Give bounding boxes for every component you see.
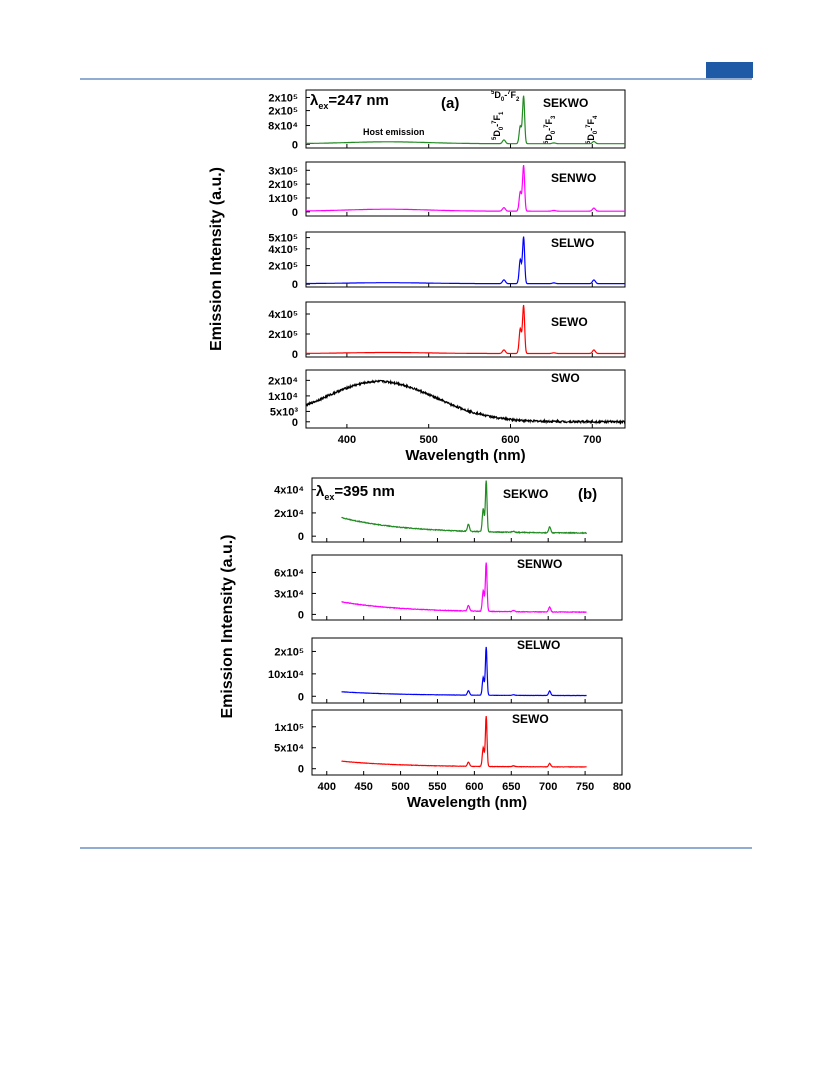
plot-frame <box>311 637 623 704</box>
panel-1-subplot-sekwo: 4x10⁴ 2x10⁴ 0 SEKWO <box>274 477 623 543</box>
x-tick-label: 750 <box>576 781 594 793</box>
series-label-sewo: SEWO <box>551 315 588 329</box>
y-tick-label: 5x10⁵ <box>268 233 298 245</box>
panel-a-transition-f3: 5D0-7F3 <box>544 115 557 144</box>
panel-a-transition-f4: 5D0-7F4 <box>586 115 599 144</box>
x-tick-label: 500 <box>420 434 438 446</box>
panel-b: (b) λex=395 nm <box>316 483 597 503</box>
y-tick-label: 4x10⁵ <box>268 244 298 256</box>
y-tick-label: 1x10⁵ <box>268 193 298 205</box>
y-tick-label: 5x10³ <box>270 406 298 418</box>
plot-frame <box>305 301 626 358</box>
x-tick-label: 600 <box>465 781 483 793</box>
y-tick-label: 0 <box>292 417 298 429</box>
y-tick-label: 0 <box>298 764 304 776</box>
y-tick-label: 2x10⁵ <box>268 92 298 104</box>
y-tick-label: 2x10⁵ <box>268 261 298 273</box>
x-tick-label: 500 <box>391 781 409 793</box>
x-tick-label: 700 <box>583 434 601 446</box>
series-line-swo <box>305 379 626 425</box>
y-tick-label: 1x10⁴ <box>268 391 298 403</box>
x-tick-label: 650 <box>502 781 520 793</box>
panel-a-excitation: λex=247 nm <box>310 92 389 111</box>
panel-a-host-emission: Host emission <box>363 127 425 137</box>
y-tick-label: 0 <box>292 279 298 291</box>
y-tick-label: 10x10⁴ <box>268 669 304 681</box>
plot-frame <box>305 161 626 217</box>
series-line-sewo <box>306 304 625 355</box>
series-label-sewo: SEWO <box>512 712 549 726</box>
series-line-sekwo <box>341 480 588 535</box>
x-tick-label: 550 <box>428 781 446 793</box>
x-tick-label: 600 <box>501 434 519 446</box>
panel-1-subplot-selwo: 2x10⁵ 10x10⁴ 0 SELWO <box>268 637 623 704</box>
y-tick-label: 0 <box>298 691 304 703</box>
x-tick-label: 400 <box>338 434 356 446</box>
header-tab <box>706 62 753 78</box>
panel-0-subplot-sekwo: 2x10⁵ 2x10⁵ 8x10⁴ 0 SEKWO <box>268 89 626 151</box>
series-line-selwo <box>306 236 625 285</box>
series-line-sekwo <box>305 95 625 145</box>
x-tick-label: 450 <box>354 781 372 793</box>
y-tick-label: 3x10⁴ <box>274 588 304 600</box>
x-tick-label: 800 <box>613 781 631 793</box>
panel-b-excitation: λex=395 nm <box>316 483 395 502</box>
y-axis-label: Emission Intensity (a.u.) <box>208 167 225 351</box>
panel-a-transition-f2: 5D0-7F2 <box>491 90 520 103</box>
y-tick-label: 1x10⁵ <box>274 722 304 734</box>
series-line-senwo <box>306 165 625 212</box>
y-tick-label: 6x10⁴ <box>274 567 304 579</box>
series-line-senwo <box>341 562 587 614</box>
panel-1-subplot-sewo: 1x10⁵ 5x10⁴ 0 SEWO <box>274 709 623 776</box>
series-label-selwo: SELWO <box>517 638 560 652</box>
y-tick-label: 4x10⁴ <box>274 485 304 497</box>
y-tick-label: 0 <box>292 349 298 361</box>
x-tick-label: 700 <box>539 781 557 793</box>
y-tick-label: 3x10⁵ <box>268 165 298 177</box>
y-tick-label: 0 <box>298 609 304 621</box>
panel-a: (a) λex=247 nm Host emission 5D0-7F2 5D0… <box>310 90 599 144</box>
y-tick-label: 0 <box>292 139 298 151</box>
series-label-senwo: SENWO <box>517 557 562 571</box>
series-line-selwo <box>341 646 587 697</box>
series-label-sekwo: SEKWO <box>543 96 588 110</box>
plot-frame <box>305 89 626 149</box>
panel-b-label: (b) <box>578 486 597 503</box>
panel-0-subplot-senwo: 3x10⁵ 2x10⁵ 1x10⁵ 0 SENWO <box>268 161 626 219</box>
y-tick-label: 2x10⁵ <box>268 329 298 341</box>
y-tick-label: 2x10⁴ <box>274 508 304 520</box>
x-axis-label: Wavelength (nm) <box>405 447 525 464</box>
series-label-sekwo: SEKWO <box>503 487 548 501</box>
plot-frame <box>311 554 623 621</box>
plot-frame <box>305 231 626 288</box>
y-axis-label: Emission Intensity (a.u.) <box>219 534 236 718</box>
plot-frame <box>311 709 623 776</box>
series-label-selwo: SELWO <box>551 236 594 250</box>
plot-frame <box>305 369 626 429</box>
panel-a-label: (a) <box>441 95 459 112</box>
y-tick-label: 2x10⁵ <box>268 106 298 118</box>
series-line-sewo <box>341 715 587 768</box>
panel-1-subplot-senwo: 6x10⁴ 3x10⁴ 0 SENWO <box>274 554 623 621</box>
panel-0-subplot-sewo: 4x10⁵ 2x10⁵ 0 SEWO <box>268 301 626 361</box>
y-tick-label: 2x10⁴ <box>268 375 298 387</box>
plot-frame <box>311 477 623 543</box>
y-tick-label: 2x10⁵ <box>274 646 304 658</box>
y-tick-label: 0 <box>292 207 298 219</box>
x-tick-label: 400 <box>318 781 336 793</box>
series-label-senwo: SENWO <box>551 171 596 185</box>
y-tick-label: 4x10⁵ <box>268 309 298 321</box>
y-tick-label: 5x10⁴ <box>274 743 304 755</box>
y-tick-label: 0 <box>298 531 304 543</box>
y-tick-label: 2x10⁵ <box>268 179 298 191</box>
series-label-swo: SWO <box>551 371 580 385</box>
panel-a-transition-f1: 5D0-7F1 <box>492 111 505 140</box>
y-tick-label: 8x10⁴ <box>268 121 298 133</box>
x-axis-label: Wavelength (nm) <box>407 794 527 811</box>
